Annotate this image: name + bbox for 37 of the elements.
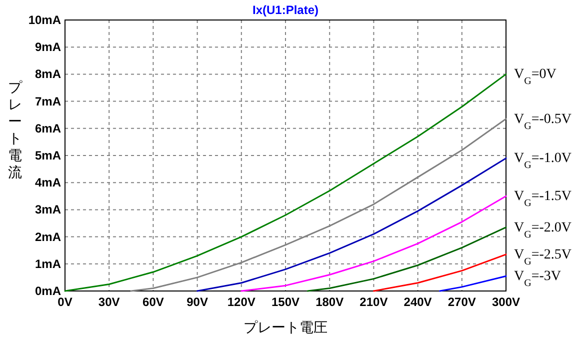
line-series bbox=[196, 157, 507, 292]
line-series bbox=[306, 226, 507, 292]
x-tick-label: 120V bbox=[227, 295, 256, 309]
series-label: V$_{G}$=-0.5V bbox=[514, 112, 572, 132]
line-series bbox=[240, 195, 507, 292]
y-tick-label: 6mA bbox=[34, 121, 62, 136]
series-label: V$_{G}$=-2.5V bbox=[514, 247, 572, 267]
y-tick-label: 10mA bbox=[28, 13, 62, 27]
y-axis-title: プレート電流 bbox=[8, 79, 23, 180]
x-axis-title: プレート電圧 bbox=[244, 319, 328, 335]
series-label: V$_{G}$=-1.5V bbox=[514, 189, 572, 209]
x-tick-label: 30V bbox=[98, 295, 120, 309]
y-tick-label: 8mA bbox=[34, 67, 62, 82]
series-label: V$_{G}$=-2.0V bbox=[514, 220, 572, 240]
y-tick-label: 0mA bbox=[34, 284, 62, 298]
x-tick-label: 270V bbox=[448, 295, 476, 309]
series-label: V$_{G}$=-3V bbox=[514, 269, 562, 289]
y-tick-label: 7mA bbox=[34, 94, 62, 108]
y-tick-label: 9mA bbox=[34, 40, 62, 54]
x-tick-label: 180V bbox=[316, 295, 344, 309]
x-tick-label: 90V bbox=[186, 295, 208, 309]
y-tick-label: 1mA bbox=[34, 256, 62, 271]
chart-title: Ix(U1:Plate) bbox=[252, 3, 319, 17]
series-label: V$_{G}$=0V bbox=[514, 67, 556, 87]
y-tick-label: 2mA bbox=[34, 230, 62, 244]
line-series bbox=[64, 73, 507, 292]
series-label: V$_{G}$=-1.0V bbox=[514, 151, 572, 171]
x-tick-label: 150V bbox=[271, 295, 300, 309]
x-tick-label: 0V bbox=[58, 295, 72, 309]
x-tick-label: 60V bbox=[142, 295, 164, 309]
y-tick-label: 3mA bbox=[34, 202, 62, 217]
line-series bbox=[372, 254, 507, 292]
x-tick-label: 300V bbox=[492, 295, 520, 309]
x-tick-label: 240V bbox=[404, 295, 432, 309]
x-tick-label: 210V bbox=[360, 295, 388, 309]
y-tick-label: 5mA bbox=[34, 148, 62, 162]
y-tick-label: 4mA bbox=[34, 176, 62, 190]
